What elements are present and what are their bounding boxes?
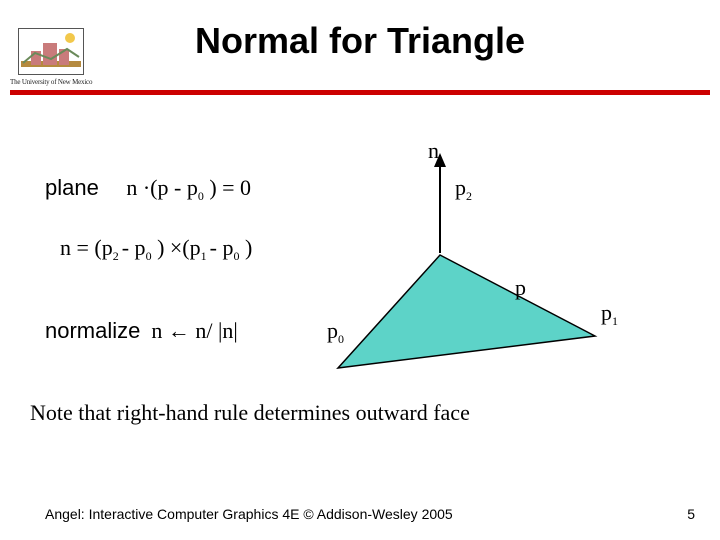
eq-sub: 0 — [198, 189, 204, 203]
eq-sub: 0 — [233, 249, 239, 263]
pt-sub: 1 — [612, 314, 618, 328]
eq-part: n = (p — [60, 235, 113, 260]
p1-label: p1 — [601, 300, 618, 326]
normalize-rhs: n ← n/ |n| — [151, 318, 237, 343]
page-number: 5 — [687, 506, 695, 522]
title-rule — [10, 90, 710, 95]
triangle-diagram — [45, 120, 685, 420]
eq-part: - p — [210, 235, 234, 260]
p2-label: p2 — [455, 175, 472, 201]
slide-title: Normal for Triangle — [0, 20, 720, 62]
eq-sub: 0 — [146, 249, 152, 263]
eq-sub: 1 — [201, 249, 210, 263]
eq-part: ) = 0 — [204, 175, 251, 200]
note-text: Note that right-hand rule determines out… — [30, 400, 470, 426]
pt-label: p — [601, 300, 612, 325]
pt-sub: 2 — [466, 189, 472, 203]
n-label: n — [428, 138, 439, 164]
eq-part: ) ×(p — [152, 235, 201, 260]
eq-part: - p — [122, 235, 146, 260]
eq-part: ) — [239, 235, 252, 260]
normalize-text: normalize — [45, 318, 140, 343]
pt-sub: 0 — [338, 332, 344, 346]
pt-label: p — [455, 175, 466, 200]
footer-citation: Angel: Interactive Computer Graphics 4E … — [45, 506, 453, 522]
plane-equation: n ·(p - p0 ) = 0 — [126, 175, 251, 200]
plane-label: plane n ·(p - p0 ) = 0 — [45, 175, 251, 201]
logo-caption: The University of New Mexico — [10, 78, 92, 86]
triangle-shape — [338, 255, 595, 368]
content-area: plane n ·(p - p0 ) = 0 n = (p2 - p0 ) ×(… — [45, 120, 685, 460]
eq-part: n ·(p - p — [126, 175, 197, 200]
normalize-equation: normalize n ← n/ |n| — [45, 318, 238, 344]
plane-text: plane — [45, 175, 99, 200]
pt-label: p — [327, 318, 338, 343]
cross-product-equation: n = (p2 - p0 ) ×(p1 - p0 ) — [60, 235, 252, 261]
p0-label: p0 — [327, 318, 344, 344]
eq-sub: 2 — [113, 249, 122, 263]
slide: The University of New Mexico Normal for … — [0, 0, 720, 540]
p-label: p — [515, 275, 526, 301]
